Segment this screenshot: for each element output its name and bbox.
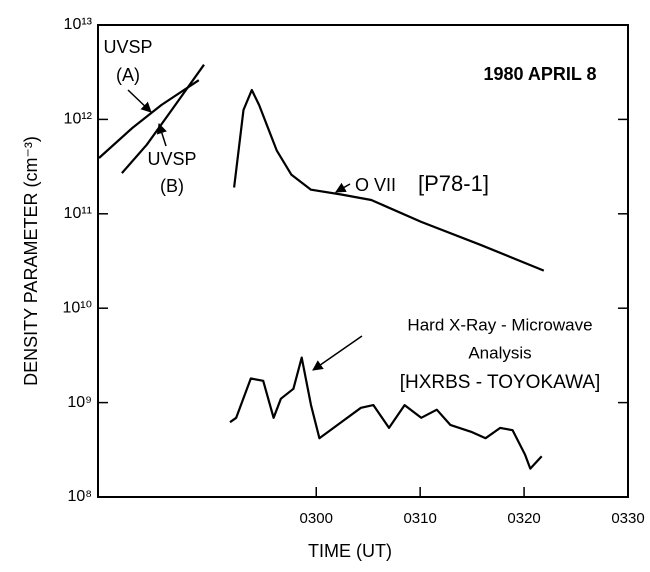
x-tick-label: 0310 — [403, 510, 436, 527]
arrow — [127, 89, 152, 113]
annotation: (B) — [160, 176, 184, 196]
line — [121, 64, 205, 174]
annotation: [P78-1] — [418, 171, 489, 196]
x-tick-label: 0300 — [300, 510, 333, 527]
arrow — [312, 335, 363, 371]
annotation: Hard X-Ray - Microwave — [407, 315, 592, 334]
y-tick-label: 10¹⁰ — [62, 299, 92, 316]
y-tick-label: 10⁸ — [67, 488, 92, 505]
plot-frame — [97, 24, 629, 498]
y-axis-label: DENSITY PARAMETER (cm⁻³) — [21, 136, 41, 386]
y-tick-label: 10⁹ — [67, 394, 92, 411]
line — [229, 356, 543, 470]
annotation: [HXRBS - TOYOKAWA] — [400, 372, 601, 393]
x-tick-label: 0320 — [507, 510, 540, 527]
x-axis-label: TIME (UT) — [308, 541, 392, 561]
annotation: UVSP — [147, 149, 196, 169]
annotation: UVSP — [103, 37, 152, 57]
chart-title: 1980 APRIL 8 — [483, 64, 596, 84]
arrow — [335, 182, 351, 193]
y-tick-label: 10¹¹ — [64, 205, 92, 222]
y-tick-label: 10¹² — [64, 111, 93, 128]
x-tick-label: 0330 — [611, 510, 644, 527]
y-tick-label: 10¹³ — [64, 16, 93, 33]
annotation: (A) — [116, 65, 140, 85]
line — [98, 79, 200, 159]
annotation: Analysis — [468, 343, 531, 362]
annotation: O VII — [355, 175, 396, 195]
line — [233, 88, 545, 272]
